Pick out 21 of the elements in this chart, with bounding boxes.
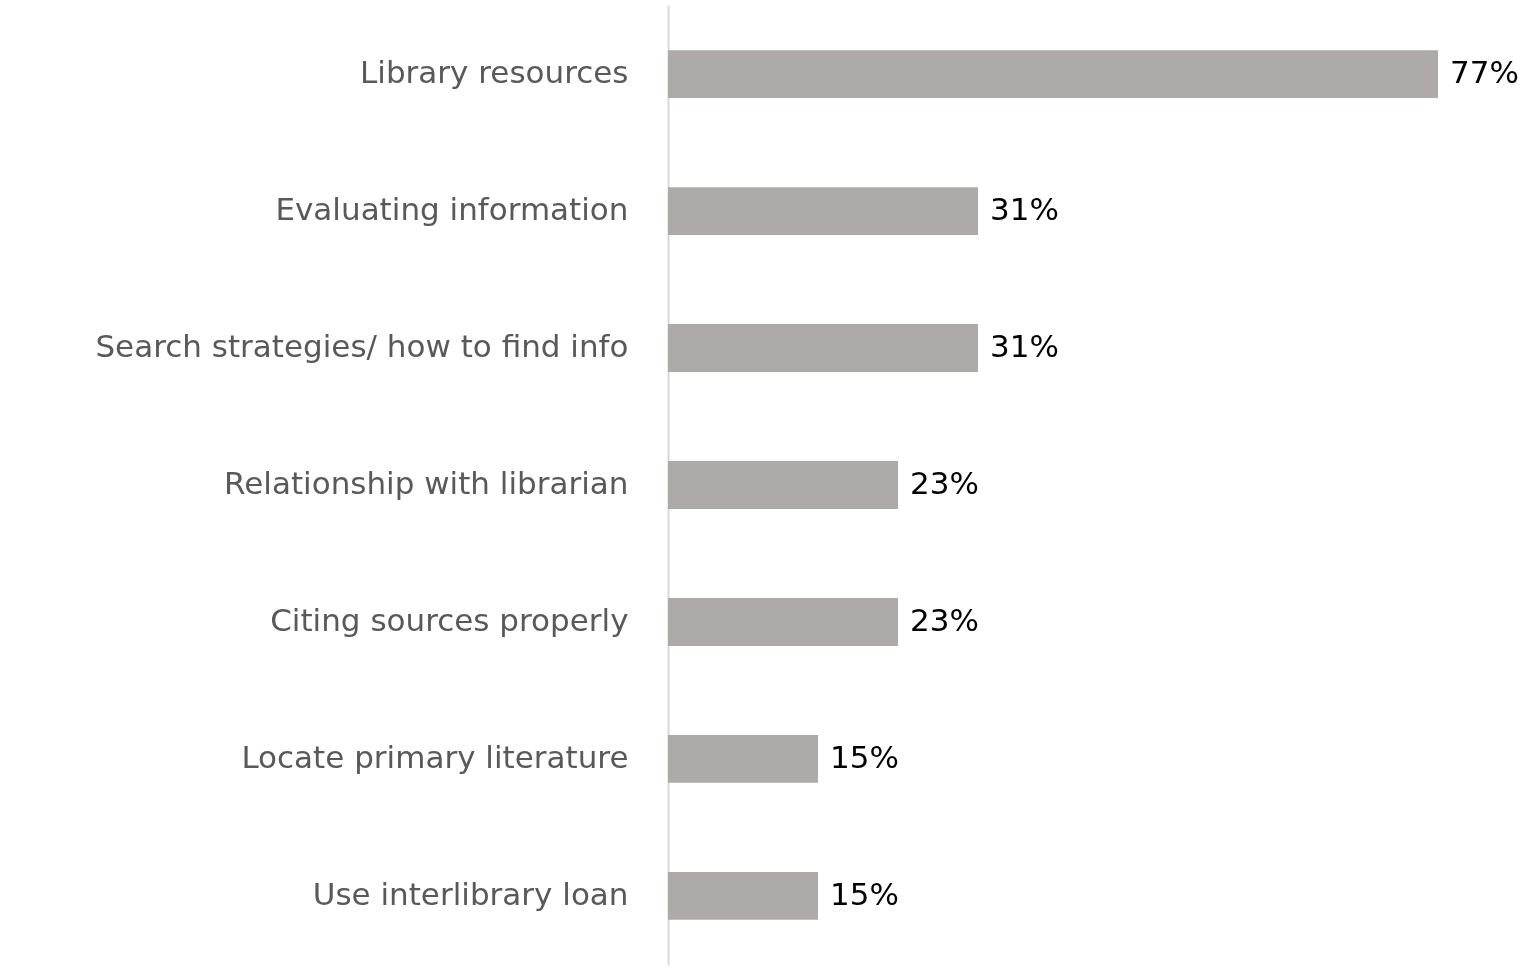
y-tick-label: Relationship with librarian bbox=[224, 465, 629, 501]
data-label: 15% bbox=[830, 875, 899, 912]
y-tick-label: Locate primary literature bbox=[241, 738, 629, 775]
y-tick-label: Library resources bbox=[360, 54, 629, 91]
data-label: 15% bbox=[830, 738, 899, 775]
y-tick-label: Evaluating information bbox=[275, 191, 629, 228]
bar bbox=[668, 597, 898, 646]
y-tick-label: Use interlibrary loan bbox=[312, 875, 629, 912]
y-tick-label: Search strategies/ how to find info bbox=[95, 328, 629, 365]
data-label: 31% bbox=[990, 328, 1059, 365]
bar bbox=[668, 324, 978, 373]
bar bbox=[668, 734, 818, 783]
data-label: 77% bbox=[1450, 54, 1519, 91]
bar bbox=[668, 50, 1438, 99]
data-label: 23% bbox=[910, 465, 979, 501]
data-label: 31% bbox=[990, 191, 1059, 228]
bar bbox=[668, 461, 898, 509]
bar bbox=[668, 871, 818, 920]
bar bbox=[668, 187, 978, 236]
y-tick-label: Citing sources properly bbox=[270, 601, 629, 638]
data-label: 23% bbox=[910, 601, 979, 638]
